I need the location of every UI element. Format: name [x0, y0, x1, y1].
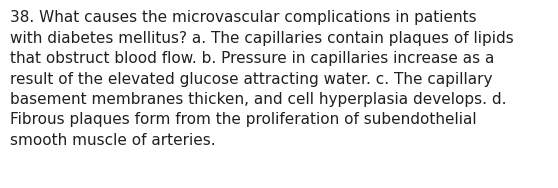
Text: 38. What causes the microvascular complications in patients
with diabetes mellit: 38. What causes the microvascular compli…	[10, 10, 514, 148]
